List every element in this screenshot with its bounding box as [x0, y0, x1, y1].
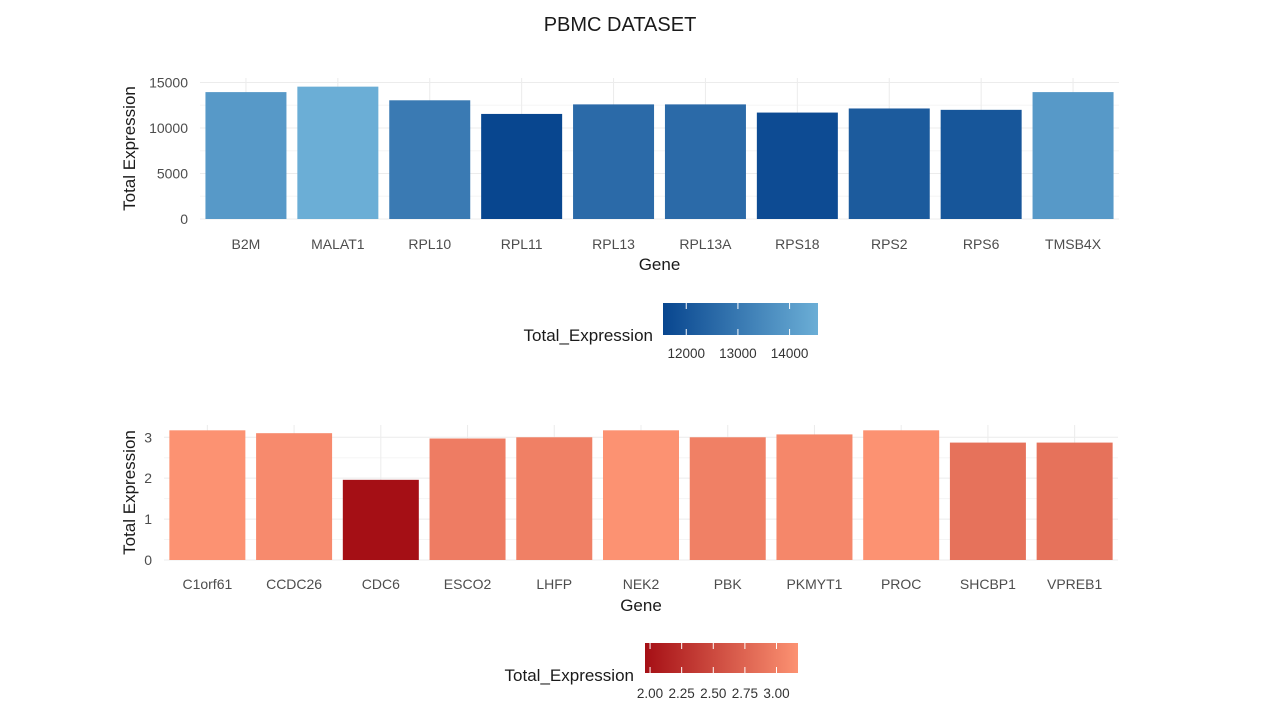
x-tick-label: B2M: [232, 236, 261, 252]
bar-nek2: [603, 430, 679, 560]
x-tick-label: C1orf61: [182, 576, 232, 592]
bar-cdc6: [342, 479, 419, 560]
x-tick-label: CCDC26: [266, 576, 322, 592]
legend: Total_Expression 12000 13000 14000: [524, 303, 818, 361]
legend-title: Total_Expression: [505, 666, 634, 685]
x-tick-label: MALAT1: [311, 236, 365, 252]
y-tick-label: 0: [144, 552, 152, 568]
bar-rpl13a: [664, 104, 746, 219]
legend-tick-label: 2.25: [669, 686, 695, 701]
x-tick-label: PBK: [714, 576, 743, 592]
legend-tick-label: 3.00: [763, 686, 789, 701]
y-tick-label: 5000: [157, 166, 188, 182]
x-tick-label: RPL13: [592, 236, 635, 252]
bar-rps6: [940, 109, 1022, 219]
x-tick-label: SHCBP1: [960, 576, 1016, 592]
legend-title: Total_Expression: [524, 326, 653, 345]
y-axis-title: Total Expression: [120, 86, 139, 211]
y-tick-label: 10000: [149, 120, 188, 136]
bar-esco2: [429, 438, 506, 560]
legend-tick-label: 13000: [719, 346, 757, 361]
bar-rps18: [756, 112, 838, 219]
y-tick-label: 0: [180, 211, 188, 227]
bar-malat1: [297, 86, 379, 219]
x-tick-label: TMSB4X: [1045, 236, 1102, 252]
legend-tick-label: 14000: [771, 346, 809, 361]
x-tick-label: RPS2: [871, 236, 908, 252]
x-tick-label: PKMYT1: [786, 576, 842, 592]
y-tick-label: 3: [144, 429, 152, 445]
x-tick-label: RPS18: [775, 236, 820, 252]
y-axis-title: Total Expression: [120, 430, 139, 555]
x-tick-label: PROC: [881, 576, 921, 592]
bar-vpreb1: [1036, 442, 1113, 560]
bar-lhfp: [516, 437, 593, 560]
bar-rps2: [848, 108, 930, 219]
x-tick-label: LHFP: [536, 576, 572, 592]
x-tick-label: VPREB1: [1047, 576, 1102, 592]
bar-rpl10: [389, 100, 471, 219]
x-axis-title: Gene: [620, 596, 662, 615]
legend-tick-label: 2.75: [732, 686, 758, 701]
chart-title: PBMC DATASET: [543, 14, 697, 36]
y-tick-label: 2: [144, 470, 152, 486]
y-tick-label: 1: [144, 511, 152, 527]
x-tick-label: NEK2: [623, 576, 660, 592]
x-tick-label: RPS6: [963, 236, 1000, 252]
legend-colorbar: [663, 303, 818, 335]
bar-rpl13: [573, 104, 655, 219]
bar-shcbp1: [949, 442, 1026, 560]
legend-colorbar: [645, 643, 798, 673]
legend-tick-label: 12000: [667, 346, 705, 361]
bar-ccdc26: [256, 433, 333, 560]
x-tick-label: ESCO2: [444, 576, 492, 592]
bar-rpl11: [481, 113, 563, 219]
bar-proc: [863, 430, 940, 560]
y-tick-label: 15000: [149, 75, 188, 91]
x-tick-label: RPL10: [408, 236, 451, 252]
chart-panel-2: 0 1 2 3 C1orf61 CCDC26 CDC6 ESCO2 LHFP NEK2 PBK PKM…: [120, 425, 1118, 701]
x-axis-title: Gene: [639, 255, 681, 274]
legend-tick-label: 2.50: [700, 686, 726, 701]
chart-panel-1: 0 5000 10000 15000 B2M MALAT1 RPL10 RPL11 RPL13 R…: [120, 75, 1119, 361]
bar-c1orf61: [169, 430, 246, 560]
x-tick-label: CDC6: [362, 576, 400, 592]
bar-pbk: [689, 437, 766, 560]
bar-pkmyt1: [776, 434, 853, 560]
legend-tick-label: 2.00: [637, 686, 663, 701]
x-tick-label: RPL11: [501, 236, 543, 252]
bar-tmsb4x: [1032, 92, 1114, 219]
x-tick-label: RPL13A: [679, 236, 732, 252]
bar-b2m: [205, 92, 287, 219]
